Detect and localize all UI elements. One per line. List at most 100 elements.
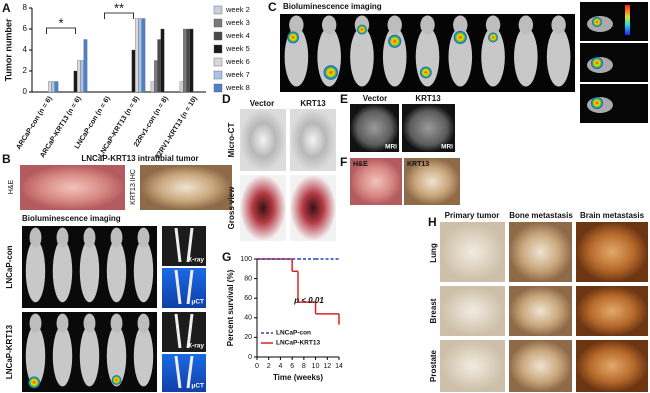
mouse-body [448,27,473,87]
y-tick-label: 80 [244,275,252,282]
x-tick-label: 12 [323,363,331,370]
legend-label: week 5 [225,44,250,53]
x-tick-label: 10 [312,363,320,370]
bar [73,70,78,93]
stain-label: KRT13 [407,161,429,168]
modality-label: μCT [191,383,204,390]
panel-title: LNCaP-KRT13 intratibial tumor [81,154,198,163]
y-tick-label: 2 [23,66,28,75]
signal [28,376,41,389]
mouse-body [106,325,127,387]
mouse-head [289,15,304,35]
significance-bracket [46,27,76,34]
mouse-body [106,239,127,303]
bar [131,49,136,93]
signal [488,32,498,43]
panel-letter: A [2,1,11,15]
column-label: Bone metastasis [509,211,573,220]
signal [453,30,467,44]
legend-swatch [213,18,223,28]
mouse-body [79,239,100,303]
mouse-body [52,239,73,303]
signal [111,375,122,385]
mouse-head [83,227,96,248]
panel-title: Bioluminescence imaging [283,2,382,11]
ct-photo [240,109,286,171]
mouse-head [83,313,96,333]
bar [157,39,161,93]
mouse-body [350,27,374,87]
gross-photo [240,175,286,241]
y-tick-label: 6 [23,24,28,33]
ct-photo [162,268,206,308]
mouse-head [420,15,435,35]
bar [135,18,139,93]
row-label: KRT13 IHC [130,169,137,205]
ihc-photo [440,340,505,392]
p-value: p < 0.01 [293,296,324,305]
signal [323,65,339,80]
mouse-head [321,15,337,35]
row-label: Micro-CT [227,123,236,158]
mouse-body [133,239,154,303]
mri-photo [402,104,455,152]
signal [592,17,602,27]
bar [48,81,52,93]
legend-label: week 8 [225,83,250,92]
legend-swatch [213,31,223,41]
bar [80,60,84,93]
column-label: KRT13 [415,94,441,103]
row-label: Breast [429,298,438,323]
panel-letter: H [428,215,437,229]
bone-outline [174,227,194,389]
signal [287,31,300,44]
bar [138,18,142,93]
y-tick-label: 0 [248,354,252,361]
bar [179,81,184,93]
bar [77,60,81,93]
bar [83,39,88,93]
signal [591,97,603,109]
ct-photo [162,354,206,392]
y-tick-label: 20 [244,334,252,341]
row-label: Gross view [227,186,236,229]
ihc-grid [440,222,648,392]
mouse-head [29,227,42,248]
x-tick-label: 0 [255,363,259,370]
mouse-body [133,325,154,387]
xray-photo [162,312,206,352]
stain-label: H&E [353,161,368,168]
ihc-photo [440,222,505,282]
bar [160,28,165,93]
mice [284,15,571,87]
panel-letter: E [340,92,348,106]
ct-photo [290,109,336,171]
bar [189,28,194,93]
x-tick-label: 2 [267,363,271,370]
mouse-head [551,15,566,35]
x-tick-label: 8 [302,363,306,370]
mouse-body [514,27,538,87]
y-axis-label: Percent survival (%) [226,269,235,346]
he-photo [20,165,125,210]
bar [183,28,187,93]
ihc-photo [509,340,572,392]
mouse-body [79,325,100,387]
panel-letter: B [2,152,11,166]
modality-label: MRI [385,144,397,151]
panel-title: Bioluminescence imaging [22,214,121,223]
ihc-photo [404,158,460,205]
column-label: KRT13 [300,99,326,108]
y-tick-label: 40 [244,315,252,322]
mouse-head [387,15,402,35]
panel-letter: D [222,92,231,106]
bar [154,60,158,93]
modality-label: μCT [191,299,204,306]
ihc-photo [440,286,505,336]
mouse-body [25,325,46,387]
significance-bracket [104,12,134,19]
mouse-head [110,227,123,248]
bar [186,28,190,93]
ihc-photo [509,222,572,282]
